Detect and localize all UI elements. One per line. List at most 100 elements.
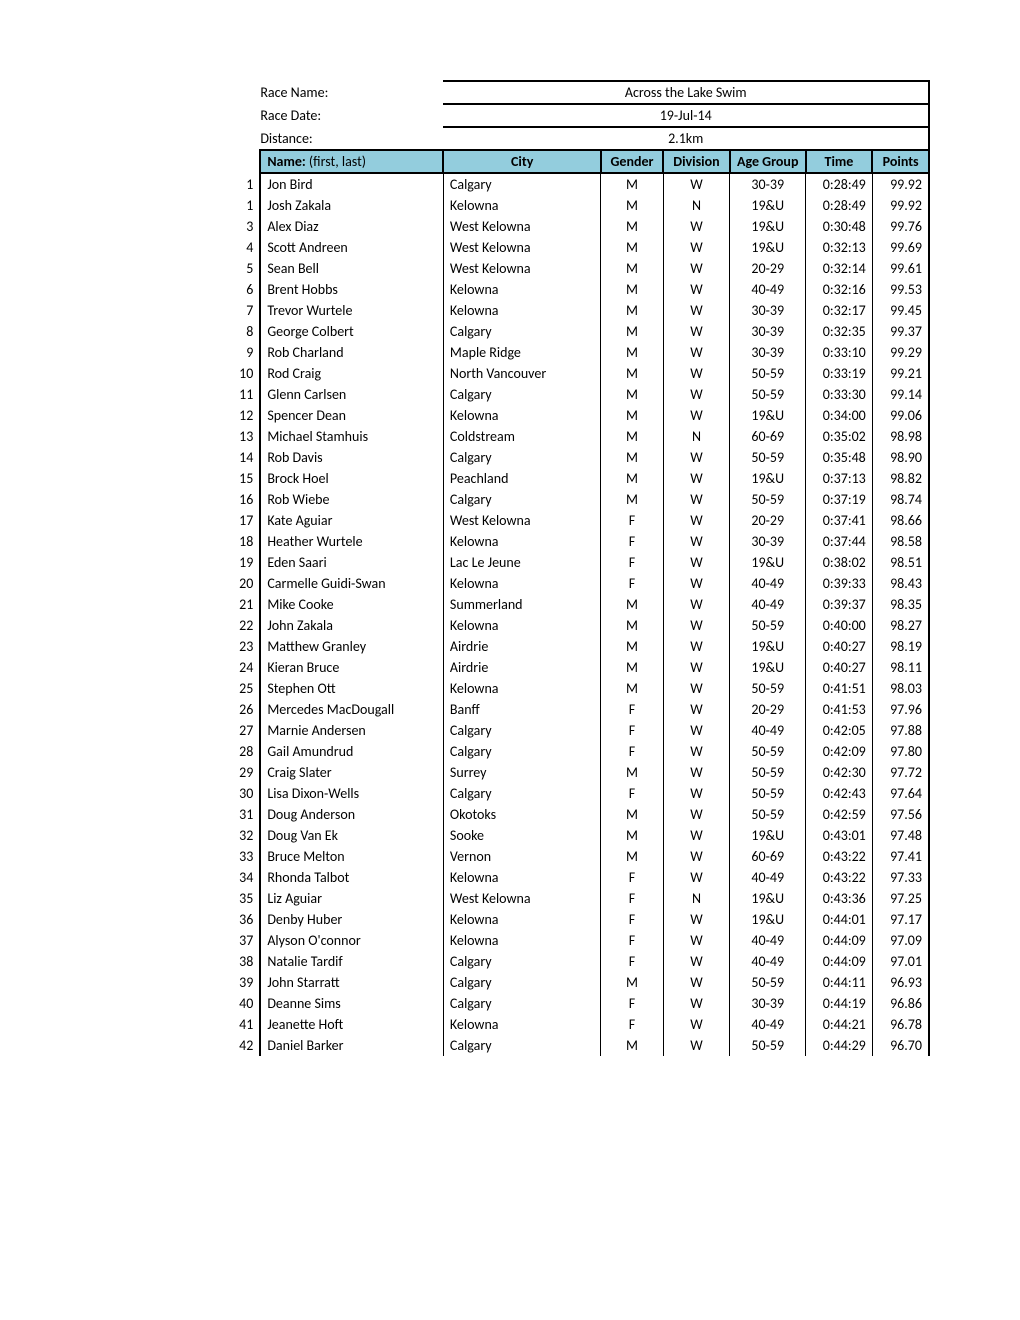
- age-cell: 50-59: [730, 783, 806, 804]
- rank-cell: 14: [90, 447, 260, 468]
- time-cell: 0:32:16: [806, 279, 873, 300]
- rank-cell: 5: [90, 258, 260, 279]
- age-cell: 60-69: [730, 846, 806, 867]
- name-cell: Brock Hoel: [260, 468, 443, 489]
- time-cell: 0:32:17: [806, 300, 873, 321]
- age-cell: 40-49: [730, 594, 806, 615]
- table-row: 1Josh ZakalaKelownaMN19&U0:28:4999.92: [90, 195, 929, 216]
- age-cell: 50-59: [730, 447, 806, 468]
- city-cell: Calgary: [443, 741, 601, 762]
- table-row: 11Glenn CarlsenCalgaryMW50-590:33:3099.1…: [90, 384, 929, 405]
- name-cell: Stephen Ott: [260, 678, 443, 699]
- points-cell: 98.11: [872, 657, 929, 678]
- table-row: 4Scott AndreenWest KelownaMW19&U0:32:139…: [90, 237, 929, 258]
- time-cell: 0:33:10: [806, 342, 873, 363]
- city-cell: West Kelowna: [443, 216, 601, 237]
- time-cell: 0:38:02: [806, 552, 873, 573]
- age-cell: 19&U: [730, 468, 806, 489]
- table-row: 18Heather WurteleKelownaFW30-390:37:4498…: [90, 531, 929, 552]
- time-cell: 0:33:19: [806, 363, 873, 384]
- points-cell: 97.01: [872, 951, 929, 972]
- city-cell: Surrey: [443, 762, 601, 783]
- city-cell: Calgary: [443, 972, 601, 993]
- age-cell: 50-59: [730, 363, 806, 384]
- table-row: 24Kieran BruceAirdrieMW19&U0:40:2798.11: [90, 657, 929, 678]
- table-row: 3Alex DiazWest KelownaMW19&U0:30:4899.76: [90, 216, 929, 237]
- table-row: 35Liz AguiarWest KelownaFN19&U0:43:3697.…: [90, 888, 929, 909]
- table-row: 6Brent HobbsKelownaMW40-490:32:1699.53: [90, 279, 929, 300]
- table-row: 33Bruce MeltonVernonMW60-690:43:2297.41: [90, 846, 929, 867]
- time-cell: 0:32:13: [806, 237, 873, 258]
- age-cell: 19&U: [730, 825, 806, 846]
- division-cell: W: [663, 930, 730, 951]
- division-cell: W: [663, 594, 730, 615]
- race-name-row: Race Name: Across the Lake Swim: [90, 81, 929, 104]
- points-cell: 97.09: [872, 930, 929, 951]
- name-cell: Mercedes MacDougall: [260, 699, 443, 720]
- name-cell: Josh Zakala: [260, 195, 443, 216]
- rank-cell: 16: [90, 489, 260, 510]
- rank-cell: 38: [90, 951, 260, 972]
- col-name: Name: (first, last): [260, 150, 443, 173]
- gender-cell: M: [601, 384, 663, 405]
- rank-cell: 9: [90, 342, 260, 363]
- age-cell: 19&U: [730, 216, 806, 237]
- age-cell: 30-39: [730, 342, 806, 363]
- gender-cell: M: [601, 173, 663, 195]
- rank-cell: 10: [90, 363, 260, 384]
- points-cell: 96.70: [872, 1035, 929, 1056]
- table-row: 31Doug AndersonOkotoksMW50-590:42:5997.5…: [90, 804, 929, 825]
- division-cell: N: [663, 195, 730, 216]
- city-cell: Kelowna: [443, 279, 601, 300]
- division-cell: W: [663, 993, 730, 1014]
- age-cell: 50-59: [730, 615, 806, 636]
- time-cell: 0:44:01: [806, 909, 873, 930]
- rank-cell: 42: [90, 1035, 260, 1056]
- name-cell: Eden Saari: [260, 552, 443, 573]
- time-cell: 0:44:29: [806, 1035, 873, 1056]
- time-cell: 0:44:11: [806, 972, 873, 993]
- table-row: 8George ColbertCalgaryMW30-390:32:3599.3…: [90, 321, 929, 342]
- time-cell: 0:37:44: [806, 531, 873, 552]
- distance-label: Distance:: [260, 127, 443, 150]
- table-row: 36Denby HuberKelownaFW19&U0:44:0197.17: [90, 909, 929, 930]
- rank-cell: 37: [90, 930, 260, 951]
- time-cell: 0:42:43: [806, 783, 873, 804]
- division-cell: W: [663, 573, 730, 594]
- rank-cell: 6: [90, 279, 260, 300]
- city-cell: Peachland: [443, 468, 601, 489]
- rank-cell: 28: [90, 741, 260, 762]
- name-cell: Scott Andreen: [260, 237, 443, 258]
- table-row: 21Mike CookeSummerlandMW40-490:39:3798.3…: [90, 594, 929, 615]
- division-cell: W: [663, 1014, 730, 1035]
- division-cell: W: [663, 552, 730, 573]
- division-cell: W: [663, 321, 730, 342]
- time-cell: 0:37:13: [806, 468, 873, 489]
- points-cell: 99.21: [872, 363, 929, 384]
- table-row: 30Lisa Dixon-WellsCalgaryFW50-590:42:439…: [90, 783, 929, 804]
- table-row: 22John ZakalaKelownaMW50-590:40:0098.27: [90, 615, 929, 636]
- rank-cell: 25: [90, 678, 260, 699]
- gender-cell: F: [601, 909, 663, 930]
- points-cell: 98.98: [872, 426, 929, 447]
- city-cell: Coldstream: [443, 426, 601, 447]
- gender-cell: M: [601, 804, 663, 825]
- division-cell: W: [663, 846, 730, 867]
- points-cell: 96.78: [872, 1014, 929, 1035]
- gender-cell: M: [601, 972, 663, 993]
- city-cell: Summerland: [443, 594, 601, 615]
- points-cell: 97.72: [872, 762, 929, 783]
- city-cell: West Kelowna: [443, 888, 601, 909]
- name-cell: Rob Charland: [260, 342, 443, 363]
- time-cell: 0:42:05: [806, 720, 873, 741]
- name-cell: Jon Bird: [260, 173, 443, 195]
- gender-cell: M: [601, 258, 663, 279]
- gender-cell: M: [601, 636, 663, 657]
- city-cell: Kelowna: [443, 909, 601, 930]
- age-cell: 20-29: [730, 510, 806, 531]
- name-cell: Doug Anderson: [260, 804, 443, 825]
- points-cell: 97.96: [872, 699, 929, 720]
- rank-cell: 34: [90, 867, 260, 888]
- points-cell: 99.14: [872, 384, 929, 405]
- city-cell: West Kelowna: [443, 258, 601, 279]
